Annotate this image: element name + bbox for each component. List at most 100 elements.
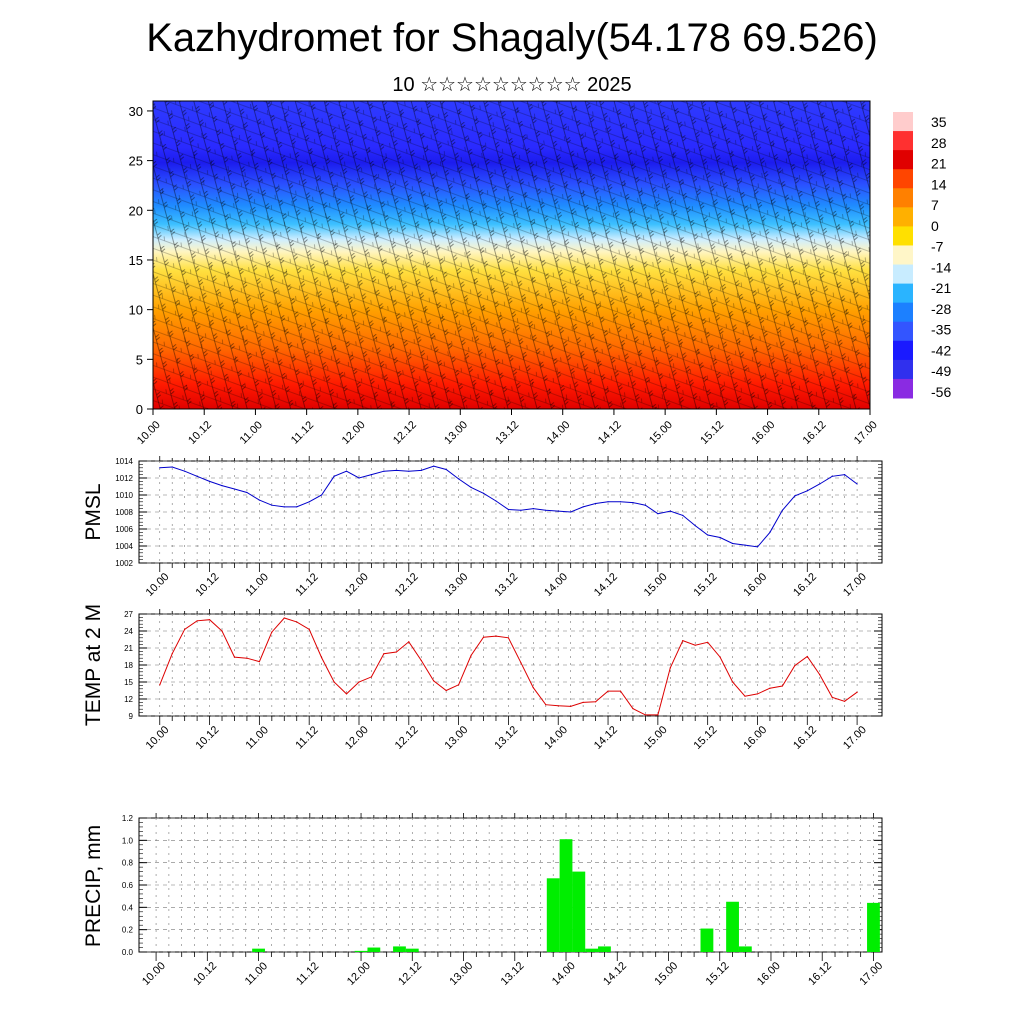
y-tick-label: 15: [124, 678, 133, 687]
temp-point: [806, 655, 808, 658]
y-tick-label: 0: [136, 402, 143, 417]
x-tick-label: 12.12: [391, 419, 419, 447]
pmsl-point: [570, 511, 572, 513]
x-tick-label: 14.00: [542, 724, 570, 752]
y-tick-label: 20: [129, 203, 143, 218]
colorbar-label: 35: [931, 114, 947, 130]
x-tick-label: 15.00: [652, 960, 680, 988]
temp-point: [395, 651, 397, 653]
temp-point: [557, 705, 559, 707]
pmsl-point: [159, 467, 161, 469]
temp-point: [570, 705, 572, 707]
temp-point: [495, 635, 497, 637]
x-tick-label: 14.00: [550, 960, 578, 988]
temp-point: [233, 656, 236, 658]
x-tick-label: 10.00: [140, 960, 168, 988]
precip-bar: [393, 946, 406, 952]
pmsl-point: [794, 495, 796, 497]
pmsl-point: [619, 501, 622, 503]
temp-point: [607, 690, 609, 692]
temp-point: [321, 657, 323, 659]
x-tick-label: 15.12: [698, 419, 726, 447]
colorbar-segment: [893, 245, 913, 266]
pmsl-point: [445, 468, 447, 471]
x-tick-label: 10.12: [193, 571, 221, 599]
x-tick-label: 10.00: [144, 571, 172, 599]
x-tick-label: 16.12: [801, 419, 829, 447]
x-tick-label: 16.00: [755, 960, 783, 988]
colorbar-label: 0: [931, 218, 939, 234]
temp-point: [682, 640, 684, 642]
y-tick-label: 0.4: [122, 903, 134, 912]
x-tick-label: 13.00: [447, 960, 475, 988]
y-tick-label: 1008: [115, 508, 133, 517]
y-tick-label: 25: [129, 154, 143, 169]
pmsl-point: [482, 492, 485, 494]
pmsl-point: [208, 480, 211, 482]
temp-point: [208, 619, 211, 621]
y-tick-label: 10: [129, 303, 143, 318]
wind-barb-field-secondary: [153, 101, 870, 409]
temp-point: [644, 714, 647, 716]
colorbar-segment: [893, 226, 913, 246]
colorbar-label: 7: [931, 197, 939, 213]
x-tick-label: 16.12: [791, 724, 819, 752]
temp-point: [520, 662, 522, 664]
temp-point: [744, 695, 746, 697]
pmsl-point: [831, 475, 833, 477]
temp-point: [856, 691, 858, 693]
x-tick-label: 13.00: [442, 419, 470, 447]
page-title: Kazhydromet for Shagaly(54.178 69.526): [146, 16, 878, 60]
pmsl-point: [507, 508, 510, 511]
colorbar-label: 14: [931, 176, 947, 192]
pmsl-point: [296, 506, 298, 508]
pmsl-point: [744, 544, 746, 546]
precip-bar: [598, 946, 611, 952]
x-tick-label: 17.00: [841, 571, 869, 599]
colorbar-segment: [893, 150, 913, 170]
temp-point: [719, 656, 721, 658]
y-tick-label: 9: [129, 712, 134, 721]
temp-point: [433, 680, 435, 682]
pmsl-point: [707, 534, 709, 536]
precip-bar: [405, 948, 419, 952]
temp-point: [657, 714, 659, 716]
x-tick-label: 12.00: [345, 960, 373, 988]
x-tick-label: 12.00: [340, 419, 368, 447]
x-tick-label: 15.00: [642, 724, 670, 752]
colorbar-segment: [893, 112, 913, 132]
temp-point: [756, 693, 759, 695]
pmsl-point: [657, 513, 659, 515]
colorbar-label: 21: [931, 156, 947, 172]
temp-point: [171, 653, 173, 655]
pmsl-point: [333, 475, 335, 477]
temp-point: [707, 641, 709, 643]
x-tick-label: 13.00: [443, 724, 471, 752]
colorbar-label: -7: [931, 239, 944, 255]
x-tick-label: 12.12: [393, 571, 421, 599]
pmsl-point: [557, 510, 559, 512]
x-tick-label: 13.12: [499, 960, 527, 988]
y-tick-label: 1.2: [122, 814, 134, 823]
x-tick-label: 16.00: [741, 724, 769, 752]
x-tick-label: 15.12: [692, 724, 720, 752]
colorbar-label: -35: [931, 322, 951, 338]
temp-point: [159, 684, 161, 686]
temp-point: [271, 631, 273, 633]
temp-point: [731, 681, 734, 683]
x-tick-label: 11.12: [293, 571, 320, 598]
precip-bar: [585, 948, 599, 952]
pmsl-point: [370, 474, 373, 476]
y-tick-label: 1012: [115, 474, 133, 483]
y-tick-label: 21: [124, 644, 133, 653]
temp-point: [458, 684, 460, 686]
temp-point: [445, 689, 447, 692]
temp-point: [632, 708, 634, 710]
pmsl-point: [383, 470, 385, 472]
temp-point: [819, 674, 821, 676]
x-tick-label: 13.12: [493, 419, 521, 447]
pmsl-point: [682, 514, 684, 517]
pmsl-point: [520, 509, 522, 511]
pmsl-point: [420, 469, 422, 471]
x-tick-label: 14.00: [542, 571, 570, 599]
